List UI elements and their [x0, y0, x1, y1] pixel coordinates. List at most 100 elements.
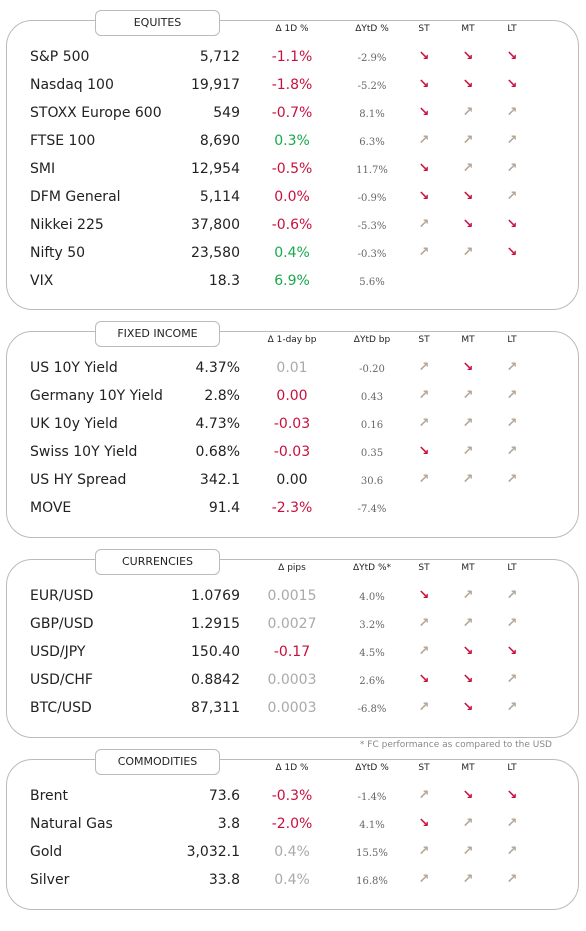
trend-arrow: ↘	[506, 77, 518, 92]
row-change: -0.3%	[271, 788, 313, 804]
row-ytd: 30.6	[360, 476, 384, 487]
column-header: Δ 1D %	[275, 763, 309, 773]
row-value: 549	[213, 105, 240, 121]
row-name: USD/CHF	[30, 672, 93, 688]
row-name: Swiss 10Y Yield	[30, 444, 138, 460]
row-value: 0.8842	[191, 672, 240, 688]
section-title: CURRENCIES	[95, 549, 220, 575]
row-ytd: 8.1%	[359, 109, 385, 120]
row-value: 3,032.1	[186, 844, 240, 860]
row-change: -0.7%	[271, 105, 313, 121]
row-change: -2.0%	[271, 816, 313, 832]
row-ytd: 5.6%	[359, 277, 385, 288]
trend-arrow: ↗	[506, 844, 518, 859]
trend-arrow: ↘	[506, 49, 518, 64]
trend-arrow: ↘	[462, 360, 474, 375]
row-name: Nasdaq 100	[30, 77, 114, 93]
trend-arrow: ↗	[418, 133, 430, 148]
row-ytd: 16.8%	[356, 876, 388, 887]
trend-arrow: ↗	[506, 700, 518, 715]
row-name: FTSE 100	[30, 133, 96, 149]
trend-arrow: ↗	[462, 616, 474, 631]
trend-arrow: ↗	[506, 360, 518, 375]
row-value: 3.8	[217, 816, 240, 832]
row-ytd: 4.1%	[359, 820, 385, 831]
trend-arrow: ↗	[462, 444, 474, 459]
trend-arrow: ↗	[462, 872, 474, 887]
row-change: 0.0003	[267, 672, 317, 688]
row-name: UK 10y Yield	[30, 416, 118, 432]
row-ytd: -7.4%	[357, 504, 387, 515]
section-title: EQUITES	[95, 10, 220, 36]
section-box	[6, 20, 579, 310]
row-value: 2.8%	[204, 388, 240, 404]
trend-arrow: ↘	[462, 644, 474, 659]
row-change: 0.0%	[274, 189, 310, 205]
row-name: US HY Spread	[30, 472, 127, 488]
trend-arrow: ↘	[462, 672, 474, 687]
row-ytd: 15.5%	[356, 848, 388, 859]
trend-arrow: ↘	[462, 77, 474, 92]
row-change: -0.6%	[271, 217, 313, 233]
row-value: 33.8	[208, 872, 240, 888]
row-name: STOXX Europe 600	[30, 105, 162, 121]
row-value: 37,800	[191, 217, 240, 233]
row-name: SMI	[30, 161, 56, 177]
trend-arrow: ↘	[418, 816, 430, 831]
trend-arrow: ↘	[418, 444, 430, 459]
trend-arrow: ↗	[506, 588, 518, 603]
row-ytd: 4.0%	[359, 592, 385, 603]
row-change: -0.17	[273, 644, 311, 660]
row-value: 23,580	[191, 245, 240, 261]
row-value: 5,114	[199, 189, 240, 205]
row-change: 0.3%	[274, 133, 310, 149]
trend-arrow: ↗	[462, 416, 474, 431]
trend-arrow: ↗	[462, 161, 474, 176]
row-name: S&P 500	[30, 49, 90, 65]
row-value: 342.1	[199, 472, 240, 488]
trend-arrow: ↘	[418, 105, 430, 120]
column-header: Δ 1-day bp	[267, 335, 317, 345]
row-value: 18.3	[208, 273, 240, 289]
row-name: US 10Y Yield	[30, 360, 118, 376]
column-header: ST	[418, 24, 430, 34]
column-header: ΔYtD %*	[352, 563, 392, 573]
trend-arrow: ↗	[462, 588, 474, 603]
trend-arrow: ↘	[462, 189, 474, 204]
row-value: 12,954	[191, 161, 240, 177]
trend-arrow: ↗	[418, 644, 430, 659]
trend-arrow: ↗	[418, 788, 430, 803]
row-ytd: 3.2%	[359, 620, 385, 631]
trend-arrow: ↘	[418, 189, 430, 204]
row-name: Nikkei 225	[30, 217, 104, 233]
row-ytd: 2.6%	[359, 676, 385, 687]
trend-arrow: ↘	[418, 161, 430, 176]
trend-arrow: ↘	[506, 217, 518, 232]
row-ytd: -1.4%	[357, 792, 387, 803]
trend-arrow: ↗	[506, 388, 518, 403]
column-header: ST	[418, 563, 430, 573]
trend-arrow: ↗	[462, 816, 474, 831]
row-value: 0.68%	[195, 444, 240, 460]
row-value: 4.37%	[195, 360, 240, 376]
section-title: FIXED INCOME	[95, 321, 220, 347]
trend-arrow: ↗	[418, 388, 430, 403]
trend-arrow: ↗	[462, 245, 474, 260]
row-name: Brent	[30, 788, 69, 804]
trend-arrow: ↗	[506, 672, 518, 687]
row-value: 73.6	[208, 788, 240, 804]
column-header: MT	[461, 763, 475, 773]
row-change: 0.4%	[274, 844, 310, 860]
trend-arrow: ↘	[506, 245, 518, 260]
column-header: ST	[418, 335, 430, 345]
trend-arrow: ↗	[462, 133, 474, 148]
column-header: MT	[461, 335, 475, 345]
row-change: -2.3%	[271, 500, 313, 516]
trend-arrow: ↗	[506, 472, 518, 487]
trend-arrow: ↗	[418, 360, 430, 375]
column-header: LT	[507, 24, 517, 34]
row-ytd: -5.3%	[357, 221, 387, 232]
row-value: 1.0769	[191, 588, 240, 604]
trend-arrow: ↘	[462, 700, 474, 715]
row-ytd: -0.20	[359, 364, 385, 375]
